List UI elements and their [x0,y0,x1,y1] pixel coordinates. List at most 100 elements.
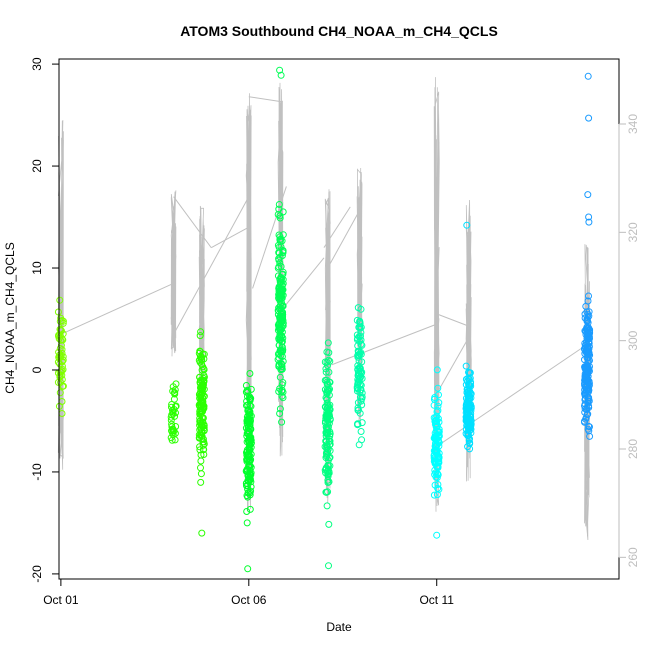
data-point [197,464,204,472]
data-point [584,397,592,405]
y-tick-label: -10 [30,463,44,481]
data-point [431,394,439,401]
data-point [326,412,333,420]
data-point [325,520,333,528]
data-point [246,505,254,513]
data-point [585,114,593,122]
data-point [355,406,362,414]
data-point [244,406,252,414]
data-point [279,311,287,318]
data-point [433,531,441,539]
transit-line [252,186,287,289]
data-point [430,491,438,499]
altitude-trace [170,190,177,357]
data-point [583,411,591,419]
data-point [246,433,253,441]
data-point [56,389,64,397]
data-point [245,478,253,485]
data-point [54,358,62,366]
y2-axis: 260 280 300 320 340 [618,114,640,567]
data-point [356,317,364,325]
data-point [466,440,474,447]
data-point [56,296,64,304]
data-point [279,247,287,255]
y2-tick-label: 300 [626,330,640,350]
data-point [431,429,439,437]
data-point [277,325,285,333]
data-point [279,276,287,284]
data-point [464,417,472,425]
data-point [196,392,204,400]
y-tick-label: 20 [30,159,44,173]
transit-line [438,334,471,391]
data-point [244,388,252,396]
data-point [432,459,440,467]
data-point [463,221,471,229]
data-point [279,334,287,342]
data-point [279,231,287,239]
data-point [279,313,286,321]
altitude-trace [245,93,252,511]
data-point [358,419,366,427]
data-point [196,426,204,434]
data-point [279,268,287,276]
data-point [434,384,442,392]
data-point [466,423,474,431]
data-point [582,389,590,396]
data-point [581,345,588,353]
data-point [199,441,207,449]
data-point [245,437,253,445]
transit-line [436,344,588,447]
data-point [54,378,62,386]
data-points [54,66,594,573]
data-point [358,341,366,349]
data-point [431,433,439,441]
data-point [278,388,286,395]
data-point [585,292,592,300]
data-point [357,336,365,344]
data-point [198,529,206,537]
data-point [324,479,332,486]
transit-line [327,206,362,269]
data-point [467,378,475,386]
data-point [467,403,475,411]
y-axis: -20 -10 0 10 20 30 [30,57,60,583]
data-point [275,388,283,395]
data-point [244,456,252,464]
data-point [243,397,251,405]
data-point [200,426,208,434]
data-point [196,373,204,381]
data-point [323,450,331,458]
data-point [54,308,62,316]
data-point [196,332,204,340]
data-point [465,414,473,422]
data-point [358,401,366,409]
y-tick-label: -20 [30,565,44,583]
data-point [278,361,286,369]
x-tick-label: Oct 11 [419,593,454,607]
data-point [324,476,332,484]
data-point [196,378,204,386]
data-point [196,400,204,408]
data-point [275,263,283,271]
transit-line [282,257,325,310]
data-point [354,379,362,387]
data-point [464,391,472,398]
data-point [172,423,180,430]
y-tick-label: 0 [30,366,44,373]
data-point [199,446,207,454]
data-point [277,71,285,79]
data-point [198,408,206,415]
data-point [462,425,470,433]
data-point [197,399,205,407]
data-point [584,319,592,326]
data-point [323,390,331,398]
data-point [324,362,331,369]
data-point [275,231,283,239]
data-point [198,355,206,363]
data-point [323,348,331,356]
data-point [200,451,208,458]
data-point [435,449,443,457]
data-point [246,466,254,474]
x-axis: Oct 01 Oct 06 Oct 11 [43,578,454,607]
